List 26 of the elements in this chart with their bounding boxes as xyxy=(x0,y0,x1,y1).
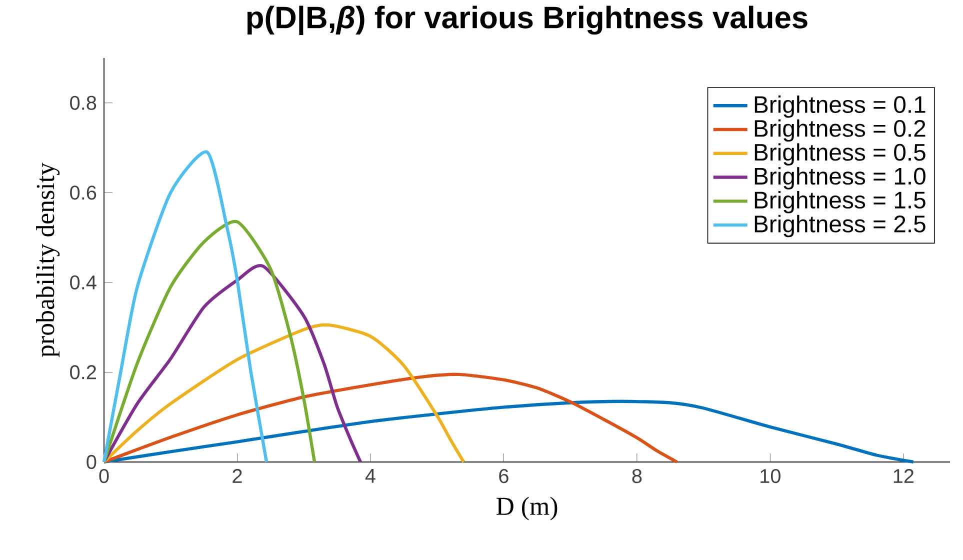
y-tick-label: 0.8 xyxy=(70,96,96,110)
y-tick-label: 0.6 xyxy=(70,186,96,200)
chart-title: p(D|B,β) for various Brightness values xyxy=(247,6,808,36)
line-series xyxy=(102,150,268,464)
legend-label: Brightness = 0.1 xyxy=(754,95,926,118)
x-tick-label: 12 xyxy=(894,469,914,483)
y-axis-title: probability density xyxy=(36,162,60,358)
x-tick-label: 6 xyxy=(499,469,508,484)
y-tick-label: 0.4 xyxy=(70,275,96,290)
line-series xyxy=(102,264,362,464)
legend-label: Brightness = 1.0 xyxy=(754,167,926,190)
y-tick-label: 0 xyxy=(86,454,96,470)
line-series xyxy=(102,323,466,464)
x-tick-label: 0 xyxy=(99,469,109,484)
x-tick-label: 4 xyxy=(365,469,376,483)
line-series xyxy=(102,372,678,464)
line-series xyxy=(102,220,316,464)
y-tick-label: 0.2 xyxy=(70,365,96,380)
x-axis-title: D (m) xyxy=(496,496,558,520)
x-tick-label: 10 xyxy=(760,469,780,484)
legend-label: Brightness = 2.5 xyxy=(754,214,926,238)
legend-label: Brightness = 0.5 xyxy=(754,143,926,166)
legend-label: Brightness = 1.5 xyxy=(754,191,926,214)
x-tick-label: 2 xyxy=(232,469,242,483)
x-tick-label: 8 xyxy=(632,469,642,484)
legend-label: Brightness = 0.2 xyxy=(754,119,926,142)
